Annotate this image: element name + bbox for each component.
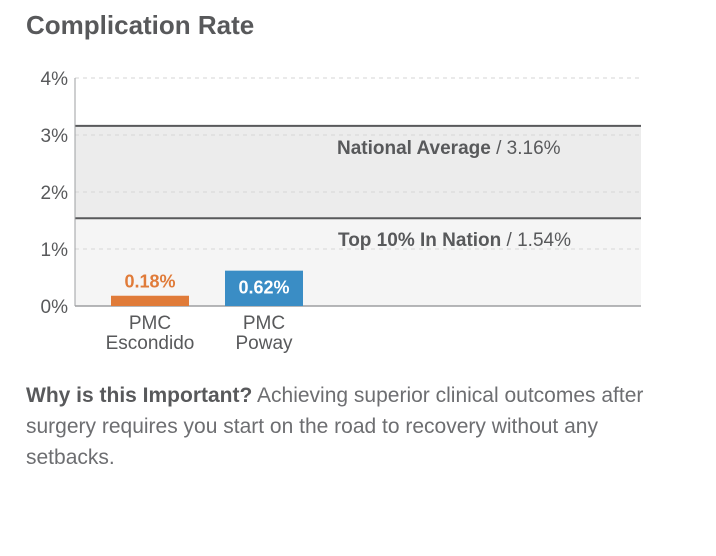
note-text: Achieving superior clinical outcomes aft… (26, 384, 644, 469)
y-tick-label: 3% (41, 126, 69, 147)
reference-bands (75, 125, 641, 306)
gridlines (75, 77, 641, 250)
reference-value: 3.16% (507, 138, 561, 159)
note-lead: Why is this Important? (26, 384, 253, 407)
chart-title: Complication Rate (26, 10, 255, 40)
category-label: Escondido (106, 333, 195, 354)
bar-value-label: 0.62% (238, 278, 289, 298)
reference-label: Top 10% In Nation / 1.54% (338, 230, 571, 251)
category-label: PMC (243, 313, 285, 334)
y-tick-label: 1% (41, 240, 69, 261)
category-label: Poway (235, 333, 293, 354)
bars (111, 270, 303, 306)
band-below-top10 (75, 218, 641, 306)
reference-value: 1.54% (517, 230, 571, 251)
complication-rate-chart: 0%1%2%3%4% 0.18% 0.62% PMCEscondidoPMCPow… (41, 69, 641, 354)
reference-name: National Average (337, 138, 491, 159)
reference-label: National Average / 3.16% (337, 138, 561, 159)
band-between-references (75, 125, 641, 219)
bar (225, 270, 303, 306)
reference-separator: / (501, 230, 517, 251)
importance-note: Why is this Important? Achieving superio… (26, 380, 676, 473)
reference-lines (75, 124, 641, 220)
category-label: PMC (129, 313, 171, 334)
reference-name: Top 10% In Nation (338, 230, 501, 251)
y-tick-label: 0% (41, 297, 69, 318)
y-tick-label: 4% (41, 69, 69, 90)
y-axis-ticks: 0% 1% 2% 3% 4% (41, 69, 69, 318)
bar-value-label: 0.18% (124, 272, 175, 292)
reference-labels: National Average / 3.16% Top 10% In Natio… (337, 138, 571, 251)
y-tick-label: 2% (41, 183, 69, 204)
bar (111, 295, 189, 306)
bar-value-labels: 0.18% 0.62% (124, 272, 289, 298)
reference-separator: / (491, 138, 507, 159)
